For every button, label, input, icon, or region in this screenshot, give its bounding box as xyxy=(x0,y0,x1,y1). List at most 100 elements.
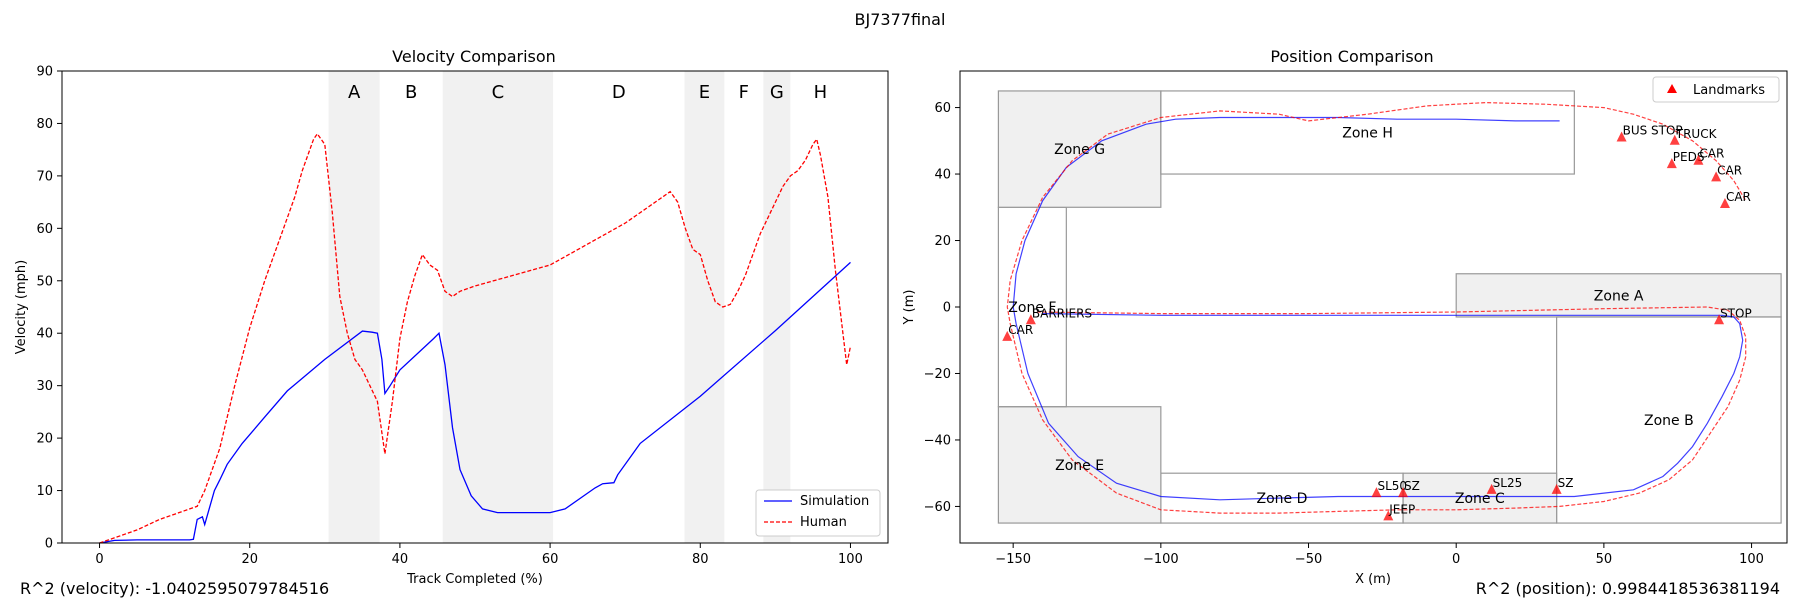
simulation-path-line xyxy=(1012,116,1744,501)
y-tick-label: 20 xyxy=(934,234,951,249)
y-tick-label: 0 xyxy=(45,537,53,552)
landmark-marker xyxy=(1398,487,1409,498)
zone-band-label: H xyxy=(814,82,828,103)
landmark-marker xyxy=(1711,171,1722,182)
landmark-label: SL25 xyxy=(1493,476,1523,490)
landmark-marker xyxy=(1025,314,1036,325)
x-tick-label: 100 xyxy=(838,552,863,567)
y-tick-label: 20 xyxy=(36,432,53,447)
human-velocity-line xyxy=(99,132,852,544)
landmark-label: JEEP xyxy=(1388,502,1415,516)
zone-rect xyxy=(1402,472,1558,524)
position-x-label: X (m) xyxy=(1355,572,1391,587)
y-tick-label: −60 xyxy=(924,500,951,515)
position-series xyxy=(1006,101,1747,514)
x-tick-label: 0 xyxy=(1452,552,1460,567)
y-tick-label: −40 xyxy=(924,433,951,448)
r2-velocity-text: R^2 (velocity): -1.0402595079784516 xyxy=(20,579,329,598)
zone-band-E xyxy=(684,71,725,543)
landmark-label: CAR xyxy=(1008,323,1033,337)
landmark-marker xyxy=(1002,330,1013,341)
zone-band-label: E xyxy=(699,82,710,103)
landmark-marker xyxy=(1714,314,1725,325)
landmark-label: SZ xyxy=(1558,476,1574,490)
y-tick-label: 80 xyxy=(36,117,53,132)
landmark-marker xyxy=(1669,134,1680,145)
landmark-label: BUS STOP xyxy=(1623,123,1683,137)
zone-rect xyxy=(1160,90,1575,175)
legend-landmarks-label: Landmarks xyxy=(1693,83,1765,98)
y-tick-label: −20 xyxy=(924,367,951,382)
zone-label: Zone F xyxy=(1008,300,1056,316)
landmark-marker xyxy=(1616,131,1627,142)
position-chart: Position Comparison Zone A Zone B Zone C Zo… xyxy=(902,47,1788,587)
zone-label: Zone G xyxy=(1054,142,1105,158)
y-tick-label: 90 xyxy=(36,65,53,80)
velocity-series xyxy=(99,132,852,544)
velocity-axes-ticks: 0 20 40 60 80 100 0 10 20 30 40 50 60 70 80 90 xyxy=(36,65,862,568)
landmark-marker xyxy=(1666,158,1677,169)
zone-band-label: F xyxy=(739,82,749,103)
x-tick-label: 20 xyxy=(241,552,258,567)
zone-label: Zone A xyxy=(1594,288,1644,304)
landmark-label: TRUCK xyxy=(1675,127,1718,141)
y-tick-label: 70 xyxy=(36,169,53,184)
landmarks: Zone A Zone B Zone C Zone D Zone E Zone F Zone… xyxy=(1002,123,1752,521)
figure-title: BJ7377final xyxy=(855,10,946,29)
legend-simulation-label: Simulation xyxy=(800,494,869,509)
landmark-label: BARRIERS xyxy=(1032,306,1092,320)
zone-label: Zone B xyxy=(1644,413,1694,429)
x-tick-label: 60 xyxy=(542,552,559,567)
y-tick-label: 30 xyxy=(36,379,53,394)
landmark-label: CAR xyxy=(1717,163,1742,177)
zone-rectangles xyxy=(997,90,1782,524)
legend-human-label: Human xyxy=(800,515,847,530)
velocity-chart-title: Velocity Comparison xyxy=(392,47,556,66)
y-tick-label: 40 xyxy=(934,168,951,183)
position-axes-ticks: −150 −100 −50 0 50 100 −60 −40 −20 0 20 40 60 xyxy=(924,101,1764,567)
x-tick-label: 40 xyxy=(392,552,409,567)
position-y-label: Y (m) xyxy=(902,290,917,326)
zone-band-label: D xyxy=(612,82,626,103)
y-tick-label: 50 xyxy=(36,274,53,289)
y-tick-label: 10 xyxy=(36,484,53,499)
landmark-marker xyxy=(1693,154,1704,165)
x-tick-label: 80 xyxy=(692,552,709,567)
simulation-velocity-line xyxy=(99,261,851,544)
zone-label: Zone H xyxy=(1342,125,1393,141)
landmark-label: SZ xyxy=(1404,479,1420,493)
y-tick-label: 60 xyxy=(934,101,951,116)
zone-label: Zone C xyxy=(1455,491,1505,507)
zone-band-label: C xyxy=(492,82,505,103)
zone-rect xyxy=(997,406,1162,524)
human-path-line xyxy=(1006,101,1747,514)
position-legend: Landmarks xyxy=(1652,76,1780,103)
velocity-legend: Simulation Human xyxy=(755,489,881,537)
x-tick-label: 0 xyxy=(95,552,103,567)
legend-landmark-marker xyxy=(1667,84,1677,93)
zone-rect xyxy=(1556,316,1782,524)
y-tick-label: 60 xyxy=(36,222,53,237)
zone-band-label: A xyxy=(348,82,361,103)
velocity-y-label: Velocity (mph) xyxy=(14,260,29,354)
velocity-x-label: Track Completed (%) xyxy=(406,572,543,587)
zone-band-label: B xyxy=(405,82,417,103)
x-tick-label: −100 xyxy=(1143,552,1179,567)
zone-band-label: G xyxy=(770,82,784,103)
landmark-label: CAR xyxy=(1699,147,1724,161)
landmark-marker xyxy=(1371,487,1382,498)
landmark-marker xyxy=(1719,197,1730,208)
position-chart-title: Position Comparison xyxy=(1270,47,1433,66)
landmark-marker xyxy=(1383,510,1394,521)
landmark-label: CAR xyxy=(1726,190,1751,204)
r2-position-text: R^2 (position): 0.9984418536381194 xyxy=(1476,579,1780,598)
zone-band-G xyxy=(763,71,791,543)
zone-band-C xyxy=(442,71,554,543)
legend-box xyxy=(1652,76,1780,103)
zone-band-A xyxy=(328,71,380,543)
y-tick-label: 0 xyxy=(943,301,951,316)
landmark-marker xyxy=(1486,483,1497,494)
